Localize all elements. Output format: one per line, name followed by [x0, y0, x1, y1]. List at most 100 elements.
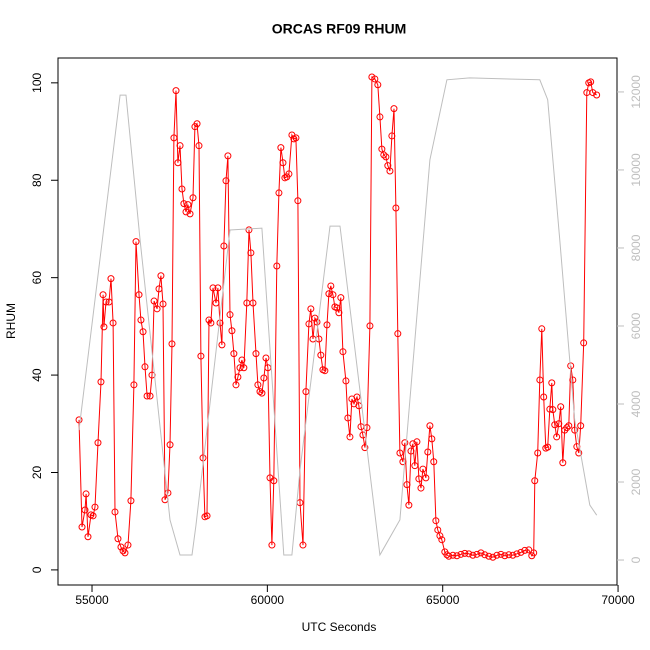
data-point: [232, 381, 240, 389]
data-point: [207, 319, 215, 327]
data-point: [168, 340, 176, 348]
data-point: [513, 550, 521, 558]
data-point: [430, 458, 438, 466]
data-point: [311, 314, 319, 322]
data-point: [544, 443, 552, 451]
data-point: [247, 249, 255, 257]
y-axis-label: RHUM: [4, 303, 18, 339]
data-point: [353, 393, 361, 401]
data-point: [209, 284, 217, 292]
data-point: [180, 200, 188, 208]
data-point: [139, 328, 147, 336]
data-point: [292, 134, 300, 142]
data-point: [212, 299, 220, 307]
data-point: [489, 553, 497, 561]
data-point: [127, 497, 135, 505]
series-line: [78, 77, 598, 557]
data-point: [538, 325, 546, 333]
data-point: [159, 300, 167, 308]
data-point: [493, 551, 501, 559]
data-point: [150, 297, 158, 305]
data-point: [222, 177, 230, 185]
data-point: [386, 167, 394, 175]
data-point: [509, 551, 517, 559]
data-point: [411, 462, 419, 470]
data-point: [75, 416, 83, 424]
data-point: [593, 91, 601, 99]
data-point: [189, 194, 197, 202]
data-point: [252, 350, 260, 358]
data-point: [390, 105, 398, 113]
data-point: [559, 459, 567, 467]
data-point: [401, 439, 409, 447]
y2-tick-label: 4000: [629, 390, 643, 417]
data-point: [186, 210, 194, 218]
data-point: [114, 535, 122, 543]
data-point: [359, 431, 367, 439]
data-point: [424, 448, 432, 456]
data-point: [279, 159, 287, 167]
data-point: [268, 541, 276, 549]
x-axis-label: UTC Seconds: [302, 620, 377, 634]
data-point: [94, 439, 102, 447]
data-point: [275, 189, 283, 197]
data-point: [294, 197, 302, 205]
data-point: [453, 552, 461, 560]
data-point: [111, 508, 119, 516]
data-point: [117, 543, 125, 551]
data-point: [254, 381, 262, 389]
data-point: [277, 144, 285, 152]
chart-title: ORCAS RF09 RHUM: [272, 21, 407, 37]
data-point: [99, 291, 107, 299]
data-point: [141, 363, 149, 371]
data-point: [557, 403, 565, 411]
data-point: [505, 551, 513, 559]
data-point: [182, 208, 190, 216]
data-point: [102, 298, 110, 306]
data-point: [155, 285, 163, 293]
data-point: [224, 152, 232, 160]
y-tick-label: 0: [30, 566, 44, 573]
y-tick-label: 20: [30, 465, 44, 479]
data-point: [84, 533, 92, 541]
data-point: [234, 373, 242, 381]
data-point: [109, 319, 117, 327]
data-point: [321, 367, 329, 375]
data-point: [477, 549, 485, 557]
data-point: [551, 421, 559, 429]
data-point: [220, 242, 228, 250]
x-tick-label: 55000: [75, 593, 109, 607]
data-point: [89, 512, 97, 520]
data-point: [461, 549, 469, 557]
data-point: [501, 552, 509, 560]
data-point: [100, 323, 108, 331]
data-point: [170, 134, 178, 142]
data-point: [78, 523, 86, 531]
data-point: [313, 318, 321, 326]
data-point: [193, 120, 201, 128]
y-tick-label: 40: [30, 368, 44, 382]
data-point: [465, 550, 473, 558]
y2-tick-label: 0: [629, 556, 643, 563]
data-point: [240, 364, 248, 372]
data-point: [273, 262, 281, 270]
data-point: [485, 552, 493, 560]
data-point: [174, 159, 182, 167]
data-point: [428, 435, 436, 443]
data-point: [91, 503, 99, 511]
data-point: [260, 374, 268, 382]
data-point: [394, 330, 402, 338]
y-tick-label: 100: [30, 73, 44, 93]
data-point: [344, 414, 352, 422]
data-point: [305, 320, 313, 328]
data-point: [534, 449, 542, 457]
y2-tick-label: 2000: [629, 468, 643, 495]
data-point: [238, 356, 246, 364]
data-point: [124, 541, 132, 549]
y2-tick-label: 6000: [629, 312, 643, 339]
data-point: [366, 322, 374, 330]
data-point: [172, 87, 180, 95]
data-point: [299, 541, 307, 549]
data-point: [137, 316, 145, 324]
data-point: [249, 299, 257, 307]
